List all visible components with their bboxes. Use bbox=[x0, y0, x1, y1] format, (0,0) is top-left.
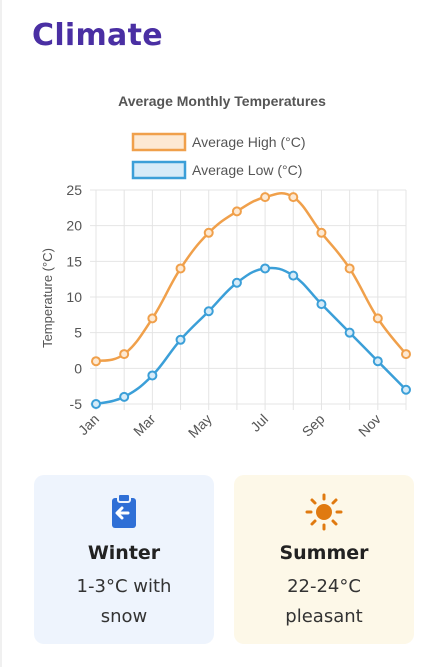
y-tick-label: 25 bbox=[66, 182, 82, 198]
data-point-series-0[interactable] bbox=[316, 227, 327, 238]
data-point-series-1[interactable] bbox=[344, 327, 355, 338]
x-tick-label: Jul bbox=[247, 411, 271, 435]
legend-swatch[interactable] bbox=[131, 132, 187, 152]
x-axis-ticks: Jan Mar May Jul Sep Nov bbox=[75, 411, 384, 441]
x-tick-label: Sep bbox=[299, 411, 328, 440]
data-point-series-0[interactable] bbox=[260, 192, 271, 203]
data-point-series-1[interactable] bbox=[288, 270, 299, 281]
data-point-series-1[interactable] bbox=[231, 277, 242, 288]
y-tick-label: 20 bbox=[66, 218, 82, 234]
summer-card: Summer 22-24°C pleasant bbox=[234, 475, 414, 644]
legend-swatch[interactable] bbox=[131, 160, 187, 180]
winter-description: 1-3°C with snow bbox=[76, 576, 172, 627]
y-tick-label: 0 bbox=[74, 360, 82, 376]
chart-legend: Average High (°C) Average Low (°C) bbox=[131, 132, 306, 180]
summer-title: Summer bbox=[279, 542, 369, 564]
summer-description: 22-24°C pleasant bbox=[285, 576, 363, 627]
y-tick-label: 5 bbox=[74, 325, 82, 341]
y-axis-label: Temperature (°C) bbox=[40, 248, 55, 348]
y-tick-label: 10 bbox=[66, 289, 82, 305]
data-point-series-0[interactable] bbox=[401, 349, 411, 360]
x-tick-label: Nov bbox=[355, 411, 384, 440]
x-tick-label: Mar bbox=[130, 411, 159, 440]
data-point-series-0[interactable] bbox=[344, 263, 355, 274]
data-point-series-0[interactable] bbox=[119, 349, 130, 360]
x-tick-label: Jan bbox=[75, 411, 102, 438]
data-point-series-0[interactable] bbox=[372, 313, 383, 324]
data-point-series-1[interactable] bbox=[203, 306, 214, 317]
data-point-series-0[interactable] bbox=[91, 356, 101, 367]
y-axis-ticks: -5 0 5 10 15 20 25 bbox=[66, 182, 82, 412]
temperature-chart: Average Monthly Temperatures Temperature… bbox=[40, 93, 411, 441]
chart-title: Average Monthly Temperatures bbox=[118, 93, 326, 109]
y-tick-label: -5 bbox=[70, 396, 83, 412]
series-line-1 bbox=[95, 266, 407, 406]
data-point-series-1[interactable] bbox=[147, 370, 158, 381]
winter-card: Winter 1-3°C with snow bbox=[34, 475, 214, 644]
legend-label[interactable]: Average High (°C) bbox=[192, 134, 306, 150]
data-point-series-1[interactable] bbox=[91, 399, 101, 409]
data-point-series-0[interactable] bbox=[288, 192, 299, 203]
chart-grid bbox=[90, 189, 407, 410]
y-tick-label: 15 bbox=[66, 253, 82, 269]
data-point-series-0[interactable] bbox=[147, 313, 158, 324]
data-point-series-1[interactable] bbox=[175, 334, 186, 345]
chart-series bbox=[91, 191, 411, 409]
sun-icon bbox=[305, 493, 343, 531]
series-line-0 bbox=[95, 191, 407, 363]
page-title: Climate bbox=[32, 18, 163, 53]
data-point-series-1[interactable] bbox=[119, 391, 130, 402]
data-point-series-1[interactable] bbox=[316, 299, 327, 310]
legend-label[interactable]: Average Low (°C) bbox=[192, 162, 302, 178]
data-point-series-1[interactable] bbox=[401, 384, 411, 395]
winter-title: Winter bbox=[87, 542, 161, 564]
data-point-series-0[interactable] bbox=[175, 263, 186, 274]
x-tick-label: May bbox=[185, 411, 215, 441]
data-point-series-1[interactable] bbox=[260, 263, 271, 274]
data-point-series-1[interactable] bbox=[372, 356, 383, 367]
data-point-series-0[interactable] bbox=[203, 227, 214, 238]
clipboard-icon bbox=[112, 493, 136, 528]
data-point-series-0[interactable] bbox=[231, 206, 242, 217]
